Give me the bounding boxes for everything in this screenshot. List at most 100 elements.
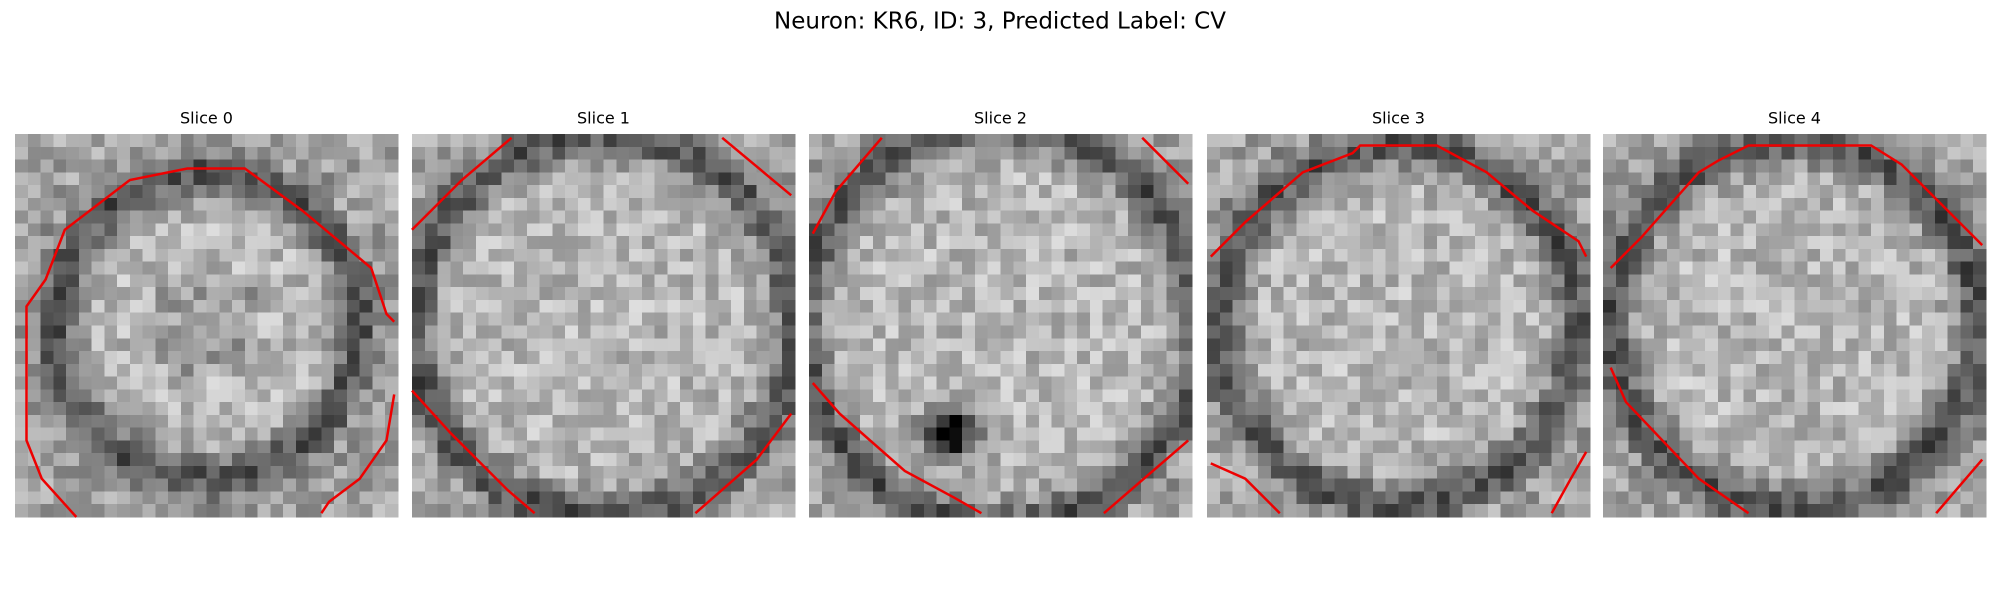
- pixel: [501, 172, 515, 186]
- pixel: [488, 376, 502, 390]
- pixel: [898, 172, 912, 186]
- pixel: [91, 134, 105, 148]
- pixel: [1717, 376, 1731, 390]
- pixel: [1064, 236, 1078, 250]
- pixel: [1051, 478, 1065, 492]
- pixel: [412, 504, 426, 518]
- pixel: [1258, 338, 1272, 352]
- pixel: [359, 427, 373, 441]
- pixel: [1947, 299, 1961, 314]
- pixel: [1347, 376, 1361, 390]
- pixel: [1641, 159, 1655, 173]
- pixel: [1845, 338, 1859, 352]
- pixel: [15, 351, 29, 365]
- pixel: [1347, 312, 1361, 326]
- pixel: [1960, 248, 1974, 262]
- pixel: [1385, 504, 1399, 518]
- pixel: [1258, 453, 1272, 467]
- pixel: [1487, 338, 1501, 352]
- pixel: [1883, 159, 1897, 173]
- pixel: [1347, 261, 1361, 275]
- pixel: [1960, 172, 1974, 186]
- pixel: [1026, 414, 1040, 428]
- pixel: [1475, 414, 1489, 428]
- pixel: [1089, 376, 1103, 390]
- pixel: [1334, 478, 1348, 492]
- pixel: [1960, 287, 1974, 301]
- pixel: [885, 402, 899, 416]
- pixel: [1628, 402, 1642, 416]
- pixel: [1603, 185, 1617, 199]
- pixel: [1551, 172, 1565, 186]
- pixel: [1871, 440, 1885, 454]
- pixel: [974, 146, 989, 160]
- pixel: [1411, 414, 1425, 428]
- pixel: [962, 287, 976, 301]
- pixel: [1372, 159, 1387, 173]
- pixel: [1513, 287, 1527, 301]
- pixel: [1526, 236, 1540, 250]
- pixel: [1153, 363, 1167, 377]
- pixel: [1934, 146, 1948, 160]
- pixel: [1115, 210, 1129, 224]
- pixel: [1551, 478, 1565, 492]
- pixel: [872, 185, 886, 199]
- pixel: [616, 440, 630, 454]
- pixel: [1424, 491, 1438, 505]
- pixel: [1424, 210, 1438, 224]
- pixel: [1077, 146, 1091, 160]
- pixel: [1871, 363, 1885, 377]
- pixel: [1947, 389, 1961, 403]
- pixel: [1768, 376, 1783, 390]
- pixel: [1436, 223, 1450, 237]
- pixel: [1245, 414, 1259, 428]
- pixel: [629, 504, 643, 518]
- pixel: [1013, 287, 1027, 301]
- pixel: [1577, 491, 1591, 505]
- pixel: [450, 261, 464, 275]
- pixel: [616, 197, 630, 211]
- pixel: [1283, 389, 1297, 403]
- pixel: [1679, 414, 1693, 428]
- pixel: [834, 491, 848, 505]
- pixel: [346, 351, 360, 365]
- pixel: [168, 414, 182, 428]
- pixel: [1909, 159, 1923, 173]
- pixel: [1207, 159, 1221, 173]
- pixel: [1794, 414, 1808, 428]
- pixel: [1705, 261, 1719, 275]
- pixel: [1115, 172, 1129, 186]
- pixel: [667, 453, 681, 467]
- pixel: [1179, 210, 1193, 224]
- pixel: [308, 465, 322, 479]
- pixel: [1679, 363, 1693, 377]
- pixel: [1258, 146, 1272, 160]
- pixel: [129, 274, 143, 288]
- pixel: [769, 312, 783, 326]
- pixel: [1743, 210, 1757, 224]
- pixel: [514, 248, 528, 262]
- pixel: [1820, 299, 1834, 314]
- pixel: [501, 261, 515, 275]
- pixel: [718, 287, 732, 301]
- pixel: [1219, 248, 1233, 262]
- pixel: [1717, 363, 1731, 377]
- pixel: [1679, 185, 1693, 199]
- pixel: [1666, 261, 1680, 275]
- pixel: [923, 402, 937, 416]
- pixel: [590, 299, 604, 314]
- pixel: [53, 338, 67, 352]
- pixel: [1411, 287, 1425, 301]
- pixel: [104, 172, 118, 186]
- pixel: [308, 453, 322, 467]
- pixel: [1679, 465, 1693, 479]
- pixel: [437, 389, 451, 403]
- pixel: [1807, 376, 1821, 390]
- pixel: [539, 274, 553, 288]
- pixel: [1398, 274, 1412, 288]
- pixel: [53, 351, 67, 365]
- pixel: [270, 299, 284, 314]
- pixel: [565, 440, 579, 454]
- pixel: [1077, 274, 1091, 288]
- pixel: [590, 491, 604, 505]
